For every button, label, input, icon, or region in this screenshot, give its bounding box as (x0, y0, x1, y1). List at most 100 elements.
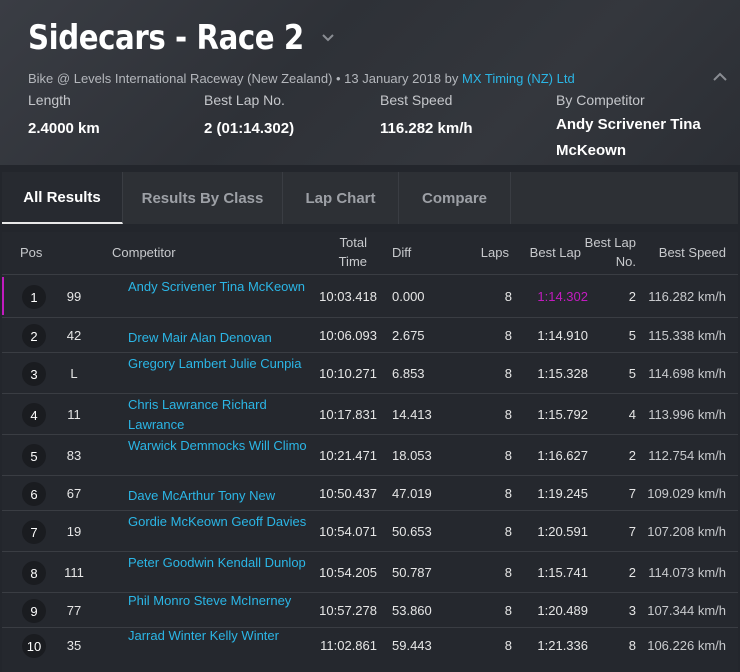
competitor-link[interactable]: Drew Mair Alan Denovan (128, 330, 272, 345)
table-row[interactable]: 9 77 Phil Monro Steve McInerney 10:57.278 53… (2, 592, 738, 627)
competitor-link[interactable]: Andy Scrivener Tina McKeown (128, 279, 306, 294)
col-best-speed[interactable]: Best Speed (658, 245, 726, 260)
competitor-link[interactable]: Gregory Lambert Julie Cunpia (128, 356, 302, 371)
best-lap: 1:21.336 (537, 638, 588, 653)
best-lap: 1:16.627 (537, 448, 588, 463)
stat-label: Length (28, 92, 71, 108)
position-badge: 7 (22, 520, 46, 544)
lap-count: 8 (504, 486, 512, 501)
results-table: Pos Competitor Total Time Diff Laps Best… (2, 232, 738, 672)
best-lap-number: 5 (628, 328, 636, 343)
total-time: 10:57.278 (319, 603, 377, 618)
table-row[interactable]: 5 83 Warwick Demmocks Will Climo 10:21.471 1… (2, 434, 738, 475)
event-subline: Bike @ Levels International Raceway (New… (28, 71, 575, 86)
time-diff: 14.413 (392, 407, 432, 422)
lap-count: 8 (504, 603, 512, 618)
position-badge: 3 (22, 362, 46, 386)
col-best-lap-no[interactable]: Best Lap No. (584, 235, 636, 269)
stat-best-lap-no: Best Lap No. 2 (01:14.302) (204, 92, 294, 142)
stat-best-speed: Best Speed 116.282 km/h (380, 92, 473, 142)
position-badge: 1 (22, 285, 46, 309)
entry-number: 83 (66, 448, 82, 463)
position-badge: 8 (22, 561, 46, 585)
lap-count: 8 (504, 638, 512, 653)
table-row[interactable]: 7 19 Gordie McKeown Geoff Davies 10:54.071 5… (2, 510, 738, 551)
best-lap-number: 5 (628, 366, 636, 381)
best-lap-number: 2 (628, 448, 636, 463)
stat-value: Andy Scrivener Tina McKeown (556, 116, 701, 159)
col-diff[interactable]: Diff (392, 245, 412, 260)
best-lap: 1:19.245 (537, 486, 588, 501)
organizer-link[interactable]: MX Timing (NZ) Ltd (461, 71, 575, 86)
best-lap: 1:14.910 (537, 328, 588, 343)
best-speed: 112.754 km/h (648, 448, 726, 463)
time-diff: 18.053 (392, 448, 432, 463)
entry-number: 42 (66, 328, 82, 343)
best-speed: 107.208 km/h (647, 524, 726, 539)
table-row[interactable]: 10 35 Jarrad Winter Kelly Winter 11:02.861 5… (2, 627, 738, 662)
tab-lap-chart[interactable]: Lap Chart (283, 172, 399, 224)
time-diff: 0.000 (392, 289, 425, 304)
event-info: Bike @ Levels International Raceway (New… (28, 71, 462, 86)
entry-number: 99 (66, 289, 82, 304)
total-time: 10:50.437 (319, 486, 377, 501)
total-time: 10:10.271 (319, 366, 377, 381)
competitor-link[interactable]: Gordie McKeown Geoff Davies (128, 514, 307, 529)
table-row[interactable]: 4 11 Chris Lawrance Richard Lawrance 10:17.… (2, 393, 738, 434)
lap-count: 8 (504, 366, 512, 381)
lap-count: 8 (504, 524, 512, 539)
table-row[interactable]: 6 67 Dave McArthur Tony New 10:50.437 47.019… (2, 475, 738, 510)
table-row[interactable]: 8 111 Peter Goodwin Kendall Dunlop 10:54.20… (2, 551, 738, 592)
entry-number: 11 (67, 407, 81, 422)
best-speed: 106.226 km/h (647, 638, 726, 653)
table-row[interactable]: 2 42 Drew Mair Alan Denovan 10:06.093 2.675 8… (2, 317, 738, 352)
competitor-link[interactable]: Warwick Demmocks Will Climo (128, 438, 307, 453)
competitor-link[interactable]: Dave McArthur Tony New (128, 488, 276, 503)
tab-compare[interactable]: Compare (399, 172, 511, 224)
stat-label: Best Speed (380, 92, 453, 108)
time-diff: 50.787 (392, 565, 432, 580)
total-time: 10:17.831 (319, 407, 377, 422)
lap-count: 8 (504, 289, 512, 304)
total-time: 11:02.861 (320, 638, 377, 653)
time-diff: 47.019 (392, 486, 432, 501)
competitor-link[interactable]: Phil Monro Steve McInerney (128, 593, 292, 608)
competitor-link[interactable]: Chris Lawrance Richard Lawrance (128, 397, 267, 432)
stat-label: Best Lap No. (204, 92, 285, 108)
best-lap-number: 7 (628, 486, 636, 501)
col-pos[interactable]: Pos (20, 245, 43, 260)
best-speed: 116.282 km/h (648, 289, 726, 304)
entry-number: 111 (64, 565, 84, 580)
competitor-link[interactable]: Jarrad Winter Kelly Winter (128, 628, 279, 643)
competitor-link[interactable]: Peter Goodwin Kendall Dunlop (128, 555, 306, 570)
best-speed: 107.344 km/h (647, 603, 726, 618)
race-header: Sidecars - Race 2 Bike @ Levels Internat… (0, 0, 740, 165)
chevron-up-icon[interactable] (713, 72, 727, 82)
col-total-time[interactable]: Total Time (338, 235, 367, 269)
table-header: Pos Competitor Total Time Diff Laps Best… (2, 232, 738, 274)
best-speed: 114.698 km/h (648, 366, 726, 381)
best-speed: 109.029 km/h (647, 486, 726, 501)
tab-all-results[interactable]: All Results (2, 172, 123, 224)
stat-value: 2 (01:14.302) (204, 120, 295, 137)
total-time: 10:06.093 (319, 328, 377, 343)
col-competitor[interactable]: Competitor (112, 245, 176, 260)
col-best-lap[interactable]: Best Lap (529, 245, 581, 260)
best-speed: 113.996 km/h (648, 407, 726, 422)
best-lap-number: 4 (628, 407, 636, 422)
position-badge: 2 (22, 324, 46, 348)
table-row[interactable]: 3 L Gregory Lambert Julie Cunpia 10:10.271 6… (2, 352, 738, 393)
total-time: 10:21.471 (319, 448, 377, 463)
col-laps[interactable]: Laps (480, 245, 509, 260)
best-speed: 114.073 km/h (648, 565, 726, 580)
chevron-down-icon[interactable] (321, 31, 335, 45)
table-row[interactable]: 1 99 Andy Scrivener Tina McKeown 10:03.418 0… (2, 274, 738, 317)
tab-results-by-class[interactable]: Results By Class (123, 172, 283, 224)
time-diff: 53.860 (392, 603, 432, 618)
best-lap: 1:20.489 (537, 603, 588, 618)
stat-length: Length 2.4000 km (28, 92, 100, 142)
position-badge: 5 (22, 444, 46, 468)
best-lap: 1:15.328 (537, 366, 588, 381)
title-row[interactable]: Sidecars - Race 2 (28, 18, 335, 58)
results-tabs: All Results Results By Class Lap Chart C… (2, 172, 738, 224)
